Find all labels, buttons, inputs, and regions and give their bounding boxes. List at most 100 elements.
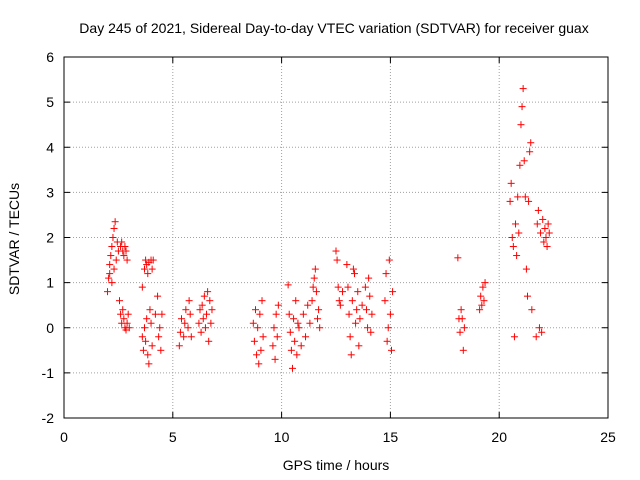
data-point-plus-marker	[197, 328, 205, 336]
data-point-plus-marker	[386, 310, 394, 318]
data-point-plus-marker	[123, 256, 131, 264]
data-point-plus-marker	[138, 333, 146, 341]
data-point-plus-marker	[271, 355, 279, 363]
data-point-plus-marker	[203, 310, 211, 318]
data-point-plus-marker	[120, 252, 128, 260]
y-axis-label: SDTVAR / TECUs	[6, 183, 22, 295]
data-point-plus-marker	[141, 324, 149, 332]
data-point-plus-marker	[362, 306, 370, 314]
data-point-plus-marker	[294, 319, 302, 327]
data-point-plus-marker	[144, 351, 152, 359]
data-point-plus-marker	[315, 306, 323, 314]
data-point-plus-marker	[178, 315, 186, 323]
data-point-plus-marker	[311, 265, 319, 273]
data-point-plus-marker	[254, 324, 262, 332]
data-point-plus-marker	[181, 319, 189, 327]
data-point-plus-marker	[119, 306, 127, 314]
data-point-plus-marker	[287, 346, 295, 354]
data-point-plus-marker	[528, 306, 536, 314]
data-point-plus-marker	[123, 319, 131, 327]
data-point-plus-marker	[144, 270, 152, 278]
data-point-plus-marker	[104, 288, 112, 296]
y-tick-label: 1	[46, 275, 54, 291]
data-point-plus-marker	[286, 328, 294, 336]
data-point-plus-marker	[270, 324, 278, 332]
data-point-plus-marker	[151, 310, 159, 318]
x-axis-label: GPS time / hours	[283, 457, 390, 473]
data-point-plus-marker	[538, 328, 546, 336]
data-point-plus-marker	[198, 301, 206, 309]
data-point-plus-marker	[259, 333, 267, 341]
data-point-plus-marker	[383, 337, 391, 345]
data-point-plus-marker	[349, 265, 357, 273]
data-point-plus-marker	[352, 319, 360, 327]
data-point-plus-marker	[182, 306, 190, 314]
data-point-plus-marker	[354, 288, 362, 296]
data-point-plus-marker	[520, 157, 528, 165]
data-point-plus-marker	[309, 283, 317, 291]
data-point-plus-marker	[285, 310, 293, 318]
data-point-plus-marker	[253, 351, 261, 359]
data-point-plus-marker	[200, 292, 208, 300]
data-point-plus-marker	[539, 215, 547, 223]
data-point-plus-marker	[175, 342, 183, 350]
data-point-plus-marker	[540, 238, 548, 246]
data-point-plus-marker	[541, 224, 549, 232]
data-point-plus-marker	[535, 324, 543, 332]
data-point-plus-marker	[297, 342, 305, 350]
data-point-plus-marker	[316, 324, 324, 332]
data-point-plus-marker	[345, 310, 353, 318]
data-point-plus-marker	[121, 243, 129, 251]
data-point-plus-marker	[358, 301, 366, 309]
data-point-plus-marker	[249, 319, 257, 327]
data-point-plus-marker	[481, 279, 489, 287]
data-point-plus-marker	[526, 148, 534, 156]
data-point-plus-marker	[148, 342, 156, 350]
data-point-plus-marker	[532, 333, 540, 341]
data-point-plus-marker	[356, 315, 364, 323]
data-point-plus-marker	[364, 324, 372, 332]
data-point-plus-marker	[284, 281, 292, 289]
y-tick-label: 3	[46, 184, 54, 200]
data-point-plus-marker	[108, 243, 116, 251]
grid-lines	[64, 57, 608, 418]
data-point-plus-marker	[361, 283, 369, 291]
data-point-plus-marker	[146, 306, 154, 314]
data-point-plus-marker	[118, 238, 126, 246]
data-point-plus-marker	[336, 301, 344, 309]
y-tick-label: -2	[42, 410, 55, 426]
data-point-plus-marker	[382, 270, 390, 278]
data-point-plus-marker	[512, 220, 520, 228]
data-point-plus-marker	[365, 274, 373, 282]
data-point-plus-marker	[290, 315, 298, 323]
data-point-plus-marker	[142, 337, 150, 345]
data-point-plus-marker	[534, 206, 542, 214]
data-point-plus-marker	[158, 310, 166, 318]
data-point-plus-marker	[205, 337, 213, 345]
data-point-plus-marker	[115, 297, 123, 305]
y-tick-label: -1	[42, 365, 55, 381]
data-point-plus-marker	[139, 346, 147, 354]
data-point-plus-marker	[387, 346, 395, 354]
data-point-plus-marker	[187, 333, 195, 341]
data-point-plus-marker	[544, 220, 552, 228]
data-point-plus-marker	[199, 315, 207, 323]
y-tick-label: 5	[46, 94, 54, 110]
x-tick-label: 20	[491, 429, 507, 445]
x-tick-label: 15	[383, 429, 399, 445]
data-point-plus-marker	[122, 247, 130, 255]
data-point-plus-marker	[478, 301, 486, 309]
data-point-plus-marker	[385, 256, 393, 264]
data-point-plus-marker	[257, 346, 265, 354]
y-tick-label: 2	[46, 230, 54, 246]
data-point-plus-marker	[154, 292, 162, 300]
data-point-plus-marker	[456, 328, 464, 336]
data-point-plus-marker	[510, 333, 518, 341]
data-point-plus-marker	[314, 315, 322, 323]
data-point-plus-marker	[106, 261, 114, 269]
data-point-plus-marker	[368, 310, 376, 318]
chart-title: Day 245 of 2021, Sidereal Day-to-day VTE…	[79, 20, 588, 36]
data-point-plus-marker	[308, 297, 316, 305]
